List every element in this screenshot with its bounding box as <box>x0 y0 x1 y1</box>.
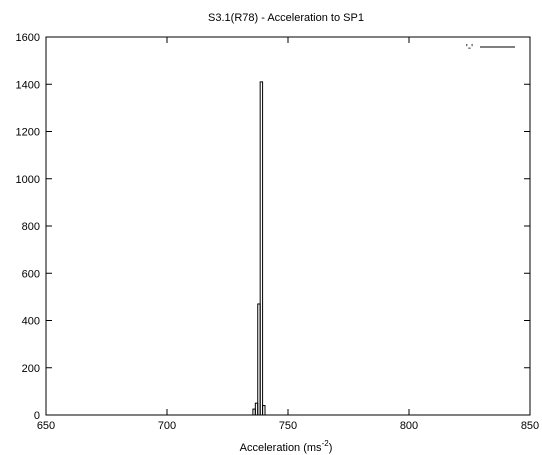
x-tick-label: 800 <box>400 420 418 432</box>
series-layer <box>252 81 266 416</box>
histogram-bin <box>259 81 264 416</box>
y-tick-label: 1000 <box>16 174 40 186</box>
x-tick-label: 650 <box>37 420 55 432</box>
y-tick-label: 1200 <box>16 127 40 139</box>
x-axis-label-exponent: -2 <box>322 439 330 448</box>
y-tick-label: 800 <box>22 221 40 233</box>
y-tick-label: 400 <box>22 316 40 328</box>
chart-title: S3.1(R78) - Acceleration to SP1 <box>208 12 364 24</box>
y-axis-ticks: 0 200 400 600 800 1000 1200 1400 1600 <box>16 32 530 422</box>
y-tick-label: 600 <box>22 268 40 280</box>
x-axis-label-suffix: ) <box>329 442 333 454</box>
histogram-bin <box>262 405 266 416</box>
legend-label: '-' <box>466 43 473 54</box>
x-tick-label: 750 <box>279 420 297 432</box>
x-tick-label: 850 <box>521 420 539 432</box>
y-tick-label: 0 <box>34 410 40 422</box>
x-tick-label: 700 <box>158 420 176 432</box>
x-axis-label: Acceleration (ms-2) <box>240 439 333 454</box>
legend: '-' <box>466 43 515 54</box>
y-tick-label: 200 <box>22 363 40 375</box>
y-tick-label: 1400 <box>16 79 40 91</box>
plot-frame <box>45 36 531 416</box>
x-axis-ticks: 650 700 750 800 850 <box>37 37 539 432</box>
x-axis-label-main: Acceleration (ms <box>240 442 322 454</box>
y-tick-label: 1600 <box>16 32 40 44</box>
